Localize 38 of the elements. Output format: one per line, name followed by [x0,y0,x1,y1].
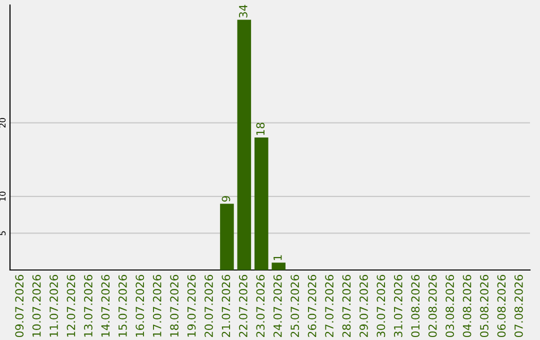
data-label: 9 [222,196,230,202]
bar [254,138,268,270]
x-tick-label: 23.07.2026 [256,274,265,337]
x-tick-label: 31.07.2026 [394,274,402,337]
x-tick-label: 18.07.2026 [170,274,179,337]
x-tick-label: 21.07.2026 [222,274,230,337]
data-label: 34 [238,4,248,18]
x-tick-label: 27.07.2026 [325,274,334,337]
x-tick-label: 05.08.2026 [480,274,488,338]
x-tick-label: 30.07.2026 [376,274,386,337]
x-tick-label: 26.07.2026 [308,274,316,337]
x-tick-label: 09.07.2026 [15,274,24,338]
x-tick-label: 03.08.2026 [446,274,454,338]
x-tick-label: 10.07.2026 [32,274,41,337]
x-tick-label: 16.07.2026 [136,274,144,337]
x-tick-label: 04.08.2026 [462,274,472,338]
x-tick-label: 28.07.2026 [342,274,351,337]
x-tick-label: 25.07.2026 [290,274,300,337]
bar [237,20,252,270]
x-tick-label: 07.08.2026 [514,274,523,338]
x-tick-label: 13.07.2026 [84,274,92,337]
data-label: 1 [274,255,282,260]
x-tick-label: 20.07.2026 [204,274,213,337]
x-tick-label: 14.07.2026 [101,274,110,337]
x-tick-label: 29.07.2026 [360,274,368,337]
x-tick-label: 24.07.2026 [273,274,282,337]
x-tick-label: 15.07.2026 [118,274,127,337]
bar [272,262,286,270]
x-tick-label: 06.08.2026 [497,274,506,338]
x-tick-label: 12.07.2026 [66,274,76,337]
x-tick-label: 11.07.2026 [50,274,58,337]
x-tick-label: 17.07.2026 [152,274,162,337]
data-label: 18 [256,122,265,135]
bar [220,204,234,270]
x-tick-label: 01.08.2026 [411,274,420,338]
x-tick-label: 22.07.2026 [238,274,248,337]
x-tick-label: 02.08.2026 [428,274,437,338]
x-tick-label: 19.07.2026 [187,274,196,337]
